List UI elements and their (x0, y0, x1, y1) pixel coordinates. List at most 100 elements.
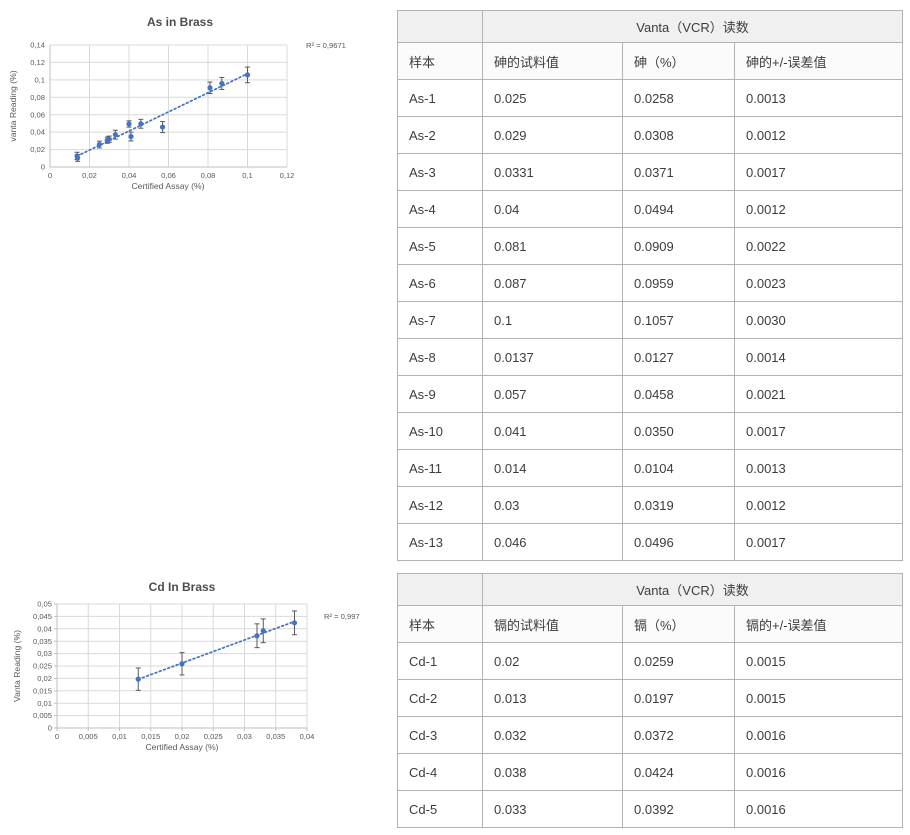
value-cell: 0.1057 (622, 301, 735, 339)
value-cell: 0.0017 (733, 153, 904, 191)
as-table-body: Vanta（VCR）读数 样本 砷的试料值 砷（%） 砷的+/-误差值 As-1 0.025… (397, 10, 904, 561)
y-tick-label: 0,08 (30, 93, 45, 102)
x-tick-label: 0,04 (300, 732, 315, 741)
sample-id-cell: As-4 (397, 190, 483, 228)
value-cell: 0.0137 (482, 338, 623, 376)
value-cell: 0.033 (482, 790, 623, 828)
table-row: As-6 0.087 0.0959 0.0023 (397, 264, 904, 302)
column-header-cell: 镉的试料值 (482, 605, 623, 643)
x-tick-label: 0,03 (237, 732, 252, 741)
data-point-marker (207, 85, 213, 91)
table-row: As-10 0.041 0.0350 0.0017 (397, 412, 904, 450)
column-header-cell: 砷（%） (622, 42, 735, 80)
table-row: As-2 0.029 0.0308 0.0012 (397, 116, 904, 154)
value-cell: 0.0015 (733, 679, 904, 717)
value-cell: 0.0023 (733, 264, 904, 302)
y-tick-label: 0,12 (30, 58, 45, 67)
x-tick-label: 0,1 (242, 171, 253, 180)
x-tick-label: 0,08 (201, 171, 216, 180)
sample-id-cell: As-3 (397, 153, 483, 191)
value-cell: 0.0013 (733, 79, 904, 117)
value-cell: 0.057 (482, 375, 623, 413)
value-cell: 0.0909 (622, 227, 735, 265)
column-header-cell: 样本 (397, 42, 483, 80)
column-header-cell: 样本 (397, 605, 483, 643)
value-cell: 0.014 (482, 449, 623, 487)
data-point-marker (126, 121, 132, 127)
r-squared-label: R² = 0,997 (324, 612, 360, 621)
x-tick-label: 0,06 (161, 171, 176, 180)
value-cell: 0.0308 (622, 116, 735, 154)
y-tick-label: 0,01 (37, 699, 52, 708)
sample-id-cell: Cd-4 (397, 753, 483, 791)
table-row: Cd-2 0.013 0.0197 0.0015 (397, 679, 904, 717)
value-cell: 0.0030 (733, 301, 904, 339)
table-row: Cd-4 0.038 0.0424 0.0016 (397, 753, 904, 791)
sample-id-cell: As-7 (397, 301, 483, 339)
value-cell: 0.087 (482, 264, 623, 302)
data-point-marker (179, 661, 185, 667)
value-cell: 0.0424 (622, 753, 735, 791)
value-cell: 0.025 (482, 79, 623, 117)
table-row: As-3 0.0331 0.0371 0.0017 (397, 153, 904, 191)
x-tick-label: 0,12 (280, 171, 295, 180)
value-cell: 0.0022 (733, 227, 904, 265)
value-cell: 0.0016 (733, 753, 904, 791)
value-cell: 0.0371 (622, 153, 735, 191)
value-cell: 0.032 (482, 716, 623, 754)
table-row: As-1 0.025 0.0258 0.0013 (397, 79, 904, 117)
r-squared-label: R² = 0,9671 (306, 41, 346, 50)
trendline (137, 620, 296, 681)
value-cell: 0.0458 (622, 375, 735, 413)
data-point-marker (219, 80, 225, 87)
value-cell: 0.0258 (622, 79, 735, 117)
x-tick-label: 0,035 (266, 732, 285, 741)
sample-id-cell: As-9 (397, 375, 483, 413)
y-tick-label: 0,015 (33, 686, 52, 695)
value-cell: 0.03 (482, 486, 623, 524)
value-cell: 0.0319 (622, 486, 735, 524)
value-cell: 0.081 (482, 227, 623, 265)
value-cell: 0.0496 (622, 523, 735, 561)
sample-id-cell: As-5 (397, 227, 483, 265)
x-tick-label: 0,025 (204, 732, 223, 741)
table-row: Cd-5 0.033 0.0392 0.0016 (397, 790, 904, 828)
x-axis-title: Certified Assay (%) (145, 742, 218, 752)
trendline (76, 72, 249, 157)
value-cell: 0.029 (482, 116, 623, 154)
y-tick-label: 0,1 (34, 75, 45, 84)
sample-id-cell: As-10 (397, 412, 483, 450)
sample-id-cell: Cd-3 (397, 716, 483, 754)
value-cell: 0.013 (482, 679, 623, 717)
sample-id-cell: As-1 (397, 79, 483, 117)
value-cell: 0.04 (482, 190, 623, 228)
table-row: As-13 0.046 0.0496 0.0017 (397, 523, 904, 561)
table-span-header: Vanta（VCR）读数 (481, 10, 904, 43)
data-point-marker (128, 133, 134, 140)
value-cell: 0.0259 (622, 642, 735, 680)
y-axis-title: vanta Reading (%) (8, 70, 18, 141)
data-point-marker (96, 141, 102, 148)
y-tick-label: 0,02 (30, 145, 45, 154)
value-cell: 0.0012 (733, 486, 904, 524)
sample-id-cell: As-2 (397, 116, 483, 154)
value-cell: 0.0016 (733, 716, 904, 754)
value-cell: 0.0392 (622, 790, 735, 828)
table-row: As-7 0.1 0.1057 0.0030 (397, 301, 904, 339)
value-cell: 0.0127 (622, 338, 735, 376)
table-row: As-4 0.04 0.0494 0.0012 (397, 190, 904, 228)
x-tick-label: 0,04 (122, 171, 137, 180)
chart-cd-in-brass: 0 0,005 0,01 0,015 0,02 0,025 0,03 0,035 0,04 0,0… (12, 580, 360, 752)
column-header-cell: 镉的+/-误差值 (733, 605, 904, 643)
y-tick-label: 0,06 (30, 110, 45, 119)
table-row: As-11 0.014 0.0104 0.0013 (397, 449, 904, 487)
value-cell: 0.0014 (733, 338, 904, 376)
y-tick-label: 0 (48, 724, 52, 733)
data-point-marker (112, 132, 118, 138)
value-cell: 0.02 (482, 642, 623, 680)
table-row: Cd-3 0.032 0.0372 0.0016 (397, 716, 904, 754)
x-tick-label: 0 (55, 732, 59, 741)
value-cell: 0.0012 (733, 190, 904, 228)
value-cell: 0.0015 (733, 642, 904, 680)
data-point-marker (138, 121, 144, 127)
